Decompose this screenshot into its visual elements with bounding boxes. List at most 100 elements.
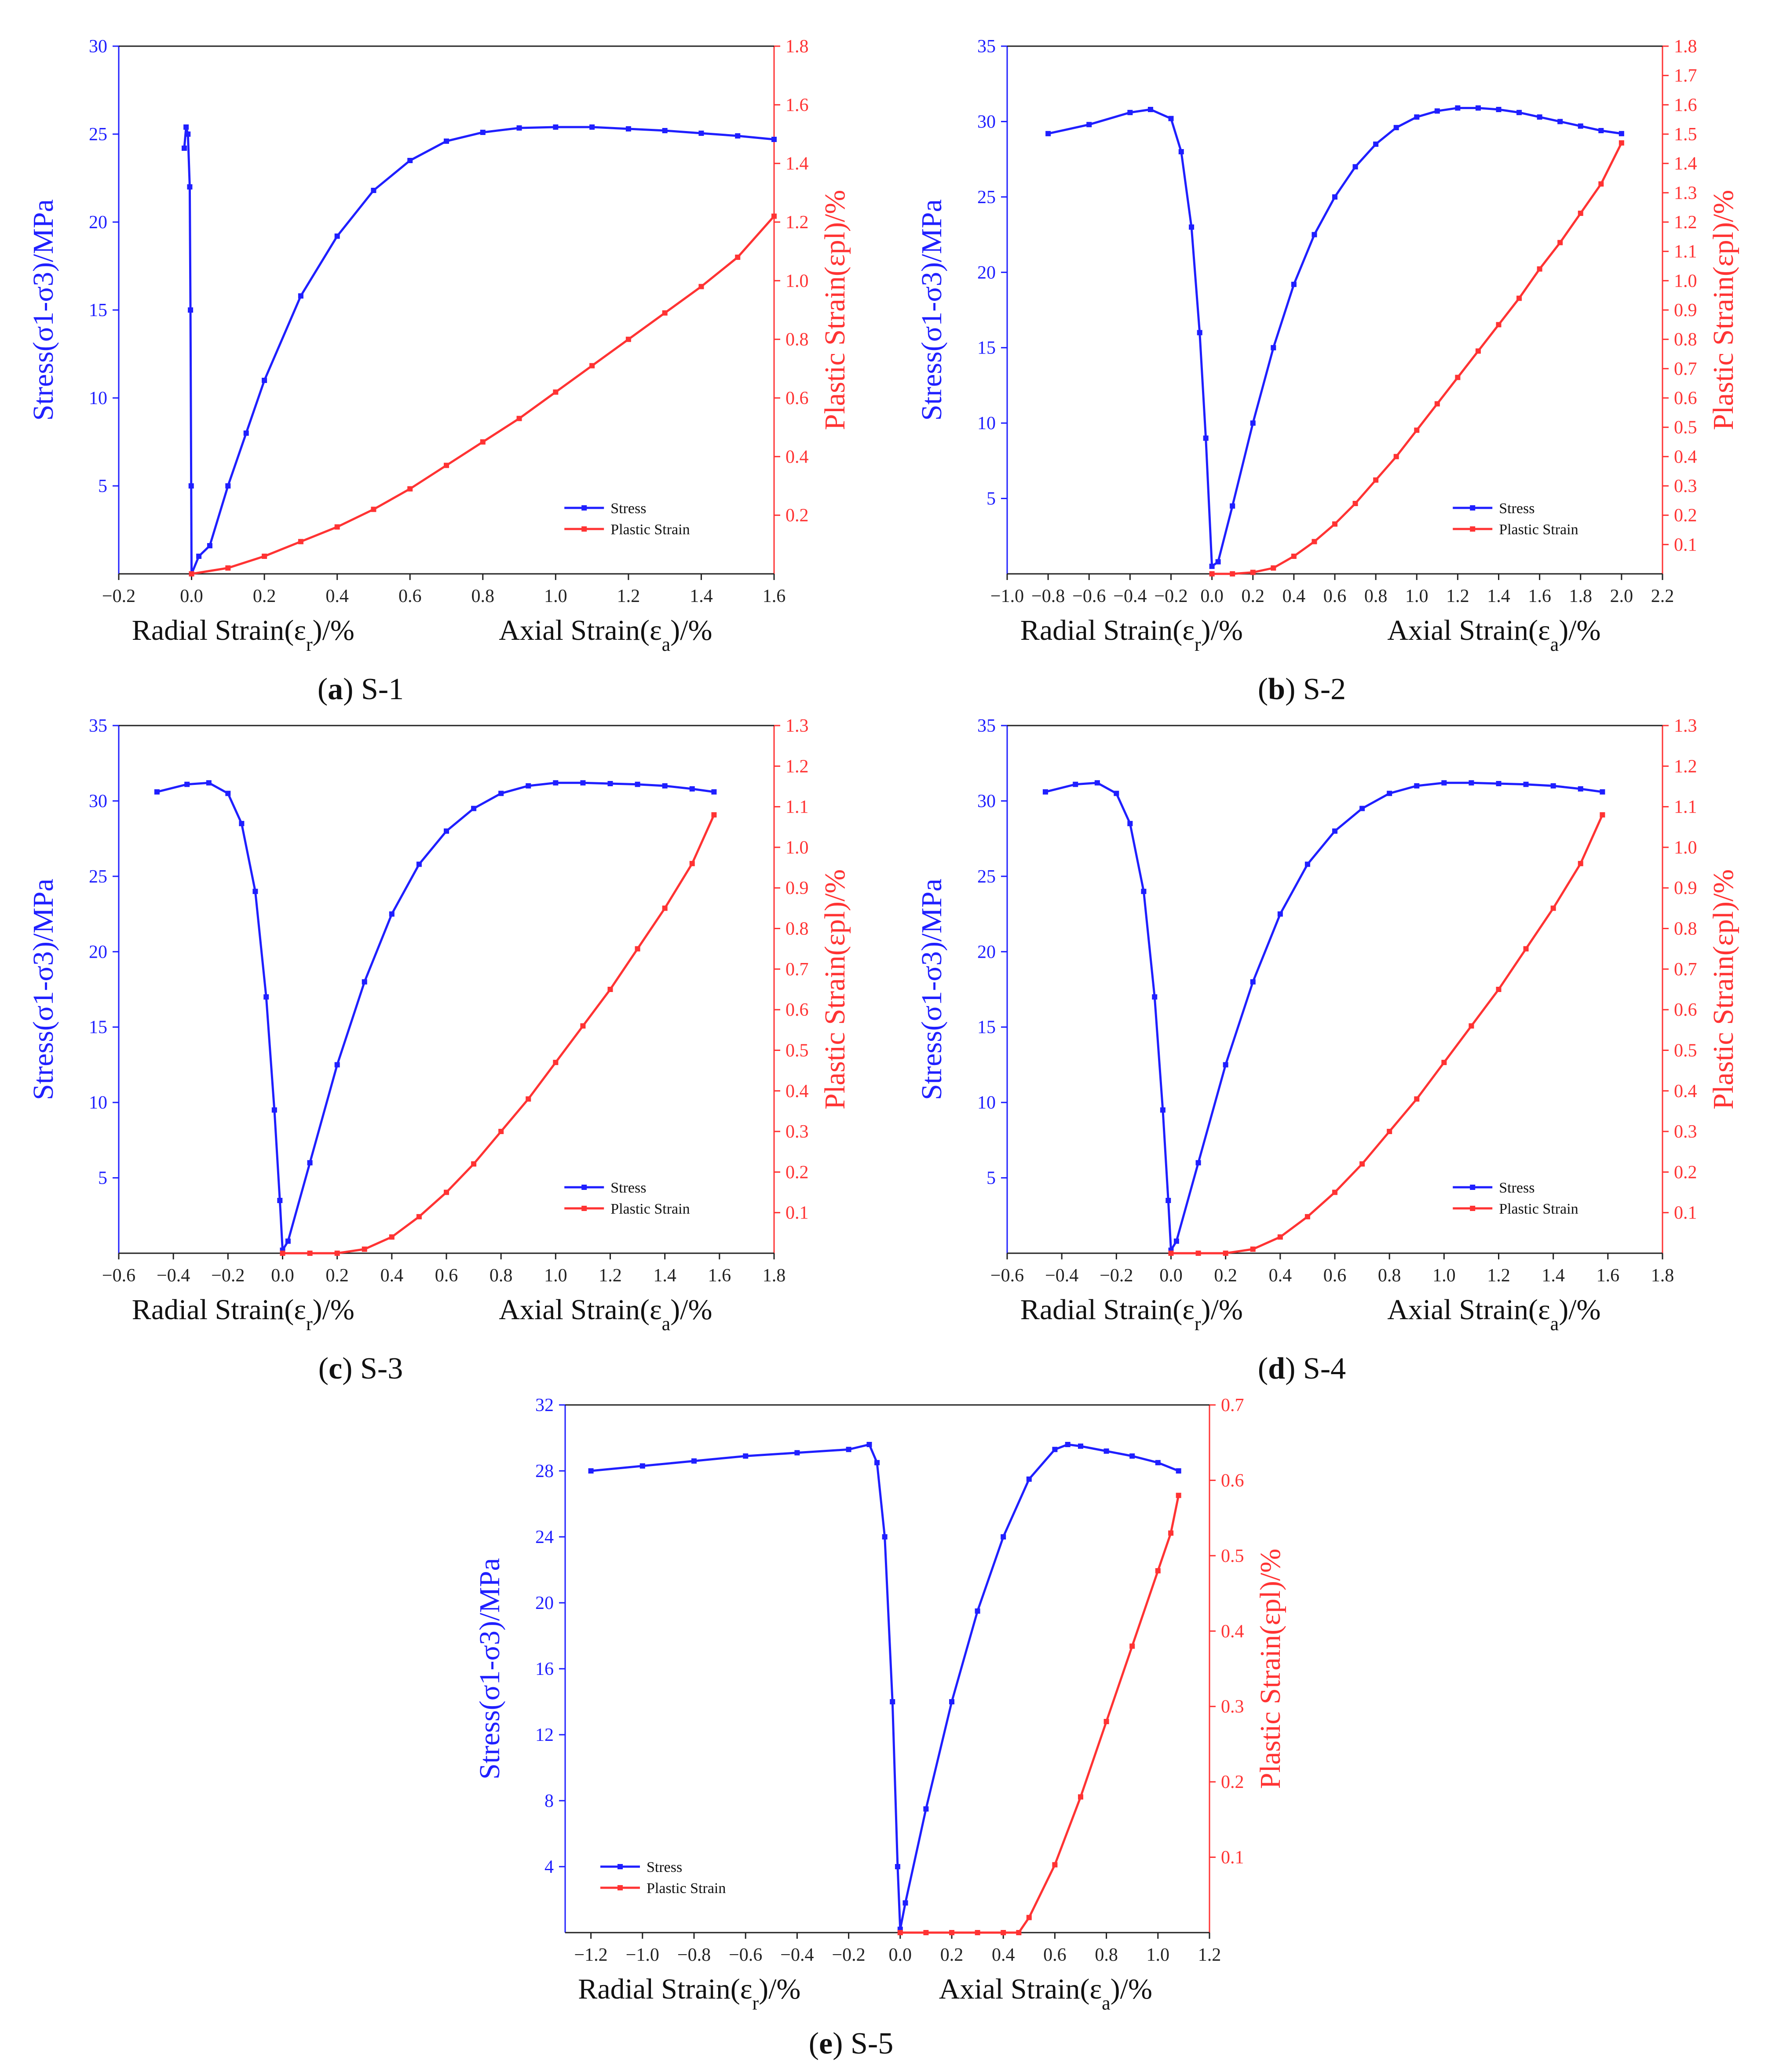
legend-label: Stress bbox=[610, 500, 646, 517]
legend-swatch-marker bbox=[581, 1206, 587, 1211]
plastic-strain-point bbox=[262, 554, 267, 559]
plastic-strain-point bbox=[526, 1096, 531, 1102]
stress-point bbox=[480, 130, 486, 135]
x-tick-label: −0.6 bbox=[990, 1266, 1024, 1286]
plastic-strain-point bbox=[444, 463, 449, 468]
stress-point bbox=[1516, 109, 1522, 115]
plastic-strain-point bbox=[635, 946, 640, 952]
stress-point bbox=[1065, 1442, 1071, 1447]
right-tick-label: 0.8 bbox=[1674, 330, 1697, 350]
plastic-strain-line bbox=[900, 1495, 1180, 1934]
x-tick-label: 0.2 bbox=[325, 1266, 349, 1286]
right-tick-label: 0.3 bbox=[1674, 476, 1697, 496]
x-tick-label: 1.2 bbox=[1446, 586, 1469, 606]
stress-point bbox=[1178, 149, 1184, 154]
plastic-strain-point bbox=[1250, 1246, 1256, 1252]
plastic-strain-point bbox=[607, 987, 613, 992]
left-tick-label: 10 bbox=[977, 1093, 996, 1113]
plastic-strain-point bbox=[334, 524, 340, 530]
left-tick-label: 15 bbox=[977, 338, 996, 358]
x-tick-label: 1.6 bbox=[708, 1266, 731, 1286]
stress-point bbox=[902, 1900, 908, 1906]
left-tick-label: 10 bbox=[977, 413, 996, 434]
right-tick-label: 1.8 bbox=[786, 36, 809, 57]
stress-point bbox=[188, 483, 194, 489]
left-tick-label: 25 bbox=[89, 124, 107, 145]
stress-point bbox=[187, 184, 193, 190]
left-tick-label: 30 bbox=[977, 112, 996, 132]
stress-point bbox=[1173, 1238, 1179, 1244]
left-tick-label: 5 bbox=[98, 1168, 107, 1189]
legend-label: Plastic Strain bbox=[1499, 1201, 1578, 1217]
stress-point bbox=[874, 1460, 880, 1466]
right-tick-label: 1.2 bbox=[1674, 212, 1697, 233]
x-tick-label: 0.4 bbox=[992, 1945, 1015, 1965]
stress-point bbox=[1073, 781, 1078, 787]
stress-point bbox=[407, 158, 413, 163]
x-tick-label: 0.2 bbox=[1242, 586, 1265, 606]
plastic-strain-point bbox=[1168, 1251, 1174, 1256]
plastic-strain-point bbox=[1359, 1161, 1365, 1167]
stress-point bbox=[1001, 1534, 1006, 1539]
legend-label: Plastic Strain bbox=[610, 1201, 690, 1217]
left-tick-label: 5 bbox=[986, 489, 996, 509]
right-tick-label: 0.5 bbox=[1674, 1040, 1697, 1061]
legend-swatch-marker bbox=[581, 505, 587, 511]
x-tick-label: 1.0 bbox=[1147, 1945, 1170, 1965]
stress-point bbox=[1209, 563, 1215, 569]
left-tick-label: 15 bbox=[89, 1018, 107, 1038]
x-tick-label: 0.0 bbox=[271, 1266, 294, 1286]
legend-label: Stress bbox=[1499, 1180, 1535, 1196]
stress-point bbox=[389, 911, 395, 917]
stress-point bbox=[1160, 1107, 1166, 1113]
x-tick-label: 2.2 bbox=[1651, 586, 1674, 606]
plastic-strain-point bbox=[1026, 1915, 1032, 1920]
stress-point bbox=[182, 146, 187, 151]
stress-line bbox=[591, 1443, 1179, 1930]
plastic-strain-point bbox=[1176, 1492, 1181, 1498]
stress-point bbox=[444, 139, 449, 144]
x-tick-label: 0.4 bbox=[1282, 586, 1306, 606]
stress-point bbox=[334, 233, 340, 239]
plastic-strain-point bbox=[1441, 1060, 1447, 1065]
x-tick-label: 0.2 bbox=[1214, 1266, 1237, 1286]
stress-point bbox=[1600, 789, 1605, 795]
legend-swatch-marker bbox=[1470, 1185, 1476, 1190]
stress-point bbox=[1250, 420, 1256, 426]
stress-point bbox=[1393, 125, 1399, 131]
stress-point bbox=[1352, 164, 1358, 170]
x-tick-label: −0.4 bbox=[1045, 1266, 1078, 1286]
right-tick-label: 1.6 bbox=[1674, 95, 1697, 115]
stress-point bbox=[711, 789, 717, 795]
chart-panel-e: −1.2 −1.0 −0.8 −0.6 −0.4 −0.2 0.0 0.2 0.4 0.6 0.8 1… bbox=[474, 1395, 1286, 2061]
x-label-axial: Axial Strain(εa)/% bbox=[499, 614, 712, 655]
stress-point bbox=[588, 1468, 594, 1474]
stress-point bbox=[285, 1238, 291, 1244]
plastic-strain-point bbox=[334, 1251, 340, 1256]
stress-point bbox=[516, 125, 522, 131]
left-tick-label: 25 bbox=[977, 867, 996, 887]
right-tick-label: 0.4 bbox=[1221, 1621, 1244, 1642]
x-tick-label: −0.2 bbox=[211, 1266, 245, 1286]
y-label-left: Stress(σ1-σ3)/MPa bbox=[474, 1558, 506, 1780]
x-tick-label: 0.6 bbox=[1323, 586, 1347, 606]
x-tick-label: 1.4 bbox=[1487, 586, 1510, 606]
x-tick-label: 0.2 bbox=[253, 586, 276, 606]
x-tick-label: 0.4 bbox=[325, 586, 349, 606]
right-tick-label: 1.3 bbox=[786, 716, 809, 736]
stress-point bbox=[1441, 780, 1447, 786]
stress-point bbox=[206, 780, 212, 786]
plastic-strain-point bbox=[1393, 454, 1399, 460]
plastic-strain-point bbox=[1619, 140, 1624, 146]
plastic-strain-point bbox=[1578, 861, 1583, 866]
plastic-strain-point bbox=[1271, 565, 1276, 571]
stress-point bbox=[1537, 114, 1542, 120]
plastic-strain-point bbox=[1052, 1862, 1058, 1868]
x-tick-label: 1.8 bbox=[763, 1266, 786, 1286]
panel-caption: (c) S-3 bbox=[318, 1352, 403, 1386]
plastic-strain-point bbox=[1434, 401, 1440, 407]
x-tick-label: 1.2 bbox=[1198, 1945, 1221, 1965]
x-tick-label: 0.4 bbox=[1269, 1266, 1292, 1286]
x-label-axial: Axial Strain(εa)/% bbox=[1387, 614, 1600, 655]
stress-line bbox=[183, 126, 775, 574]
